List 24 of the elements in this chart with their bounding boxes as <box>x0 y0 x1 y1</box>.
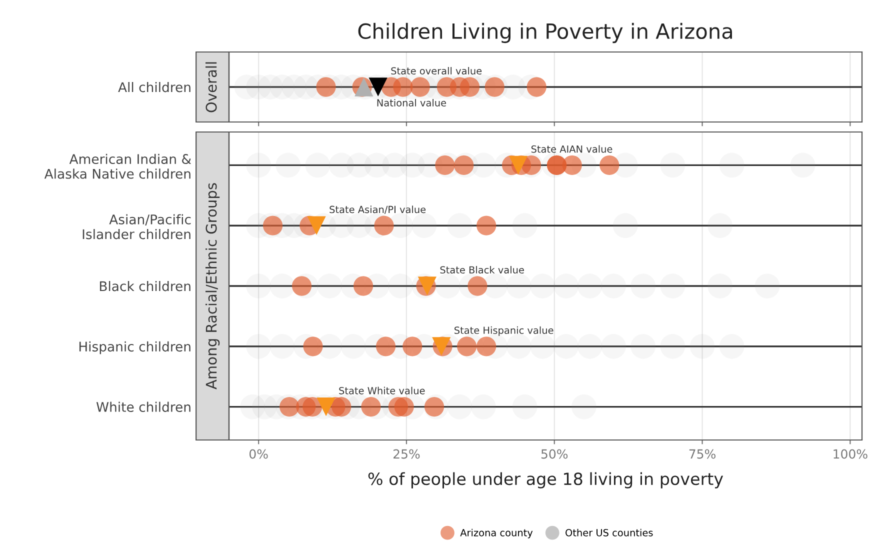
annotation: State Asian/PI value <box>330 206 426 214</box>
y-tick-label: Black children <box>100 280 190 292</box>
annotation: State Hispanic value <box>454 326 554 336</box>
annotation: State overall value <box>391 67 482 75</box>
y-axis-title: Overall <box>205 62 217 112</box>
x-tick-label: 100% <box>834 449 868 459</box>
legend-label: Other US counties <box>566 528 653 536</box>
annotation: State White value <box>339 386 425 394</box>
y-tick-label: Asian/Pacific Islander children <box>82 214 191 240</box>
chart-title: Children Living in Poverty in Arizona <box>358 22 732 44</box>
x-tick-label: 50% <box>541 449 568 459</box>
x-axis-title: % of people under age 18 living in poverty <box>368 472 724 488</box>
x-tick-label: 0% <box>249 449 268 459</box>
y-tick-label: White children <box>96 402 190 412</box>
annotation: State Black value <box>440 266 524 274</box>
y-tick-label: All children <box>118 82 190 92</box>
y-axis-title: Among Racial/Ethnic Groups <box>205 183 220 390</box>
legend-label: Arizona county <box>460 528 533 538</box>
y-tick-label: Hispanic children <box>79 341 190 354</box>
annotation: National value <box>377 98 446 106</box>
annotation: State AIAN value <box>531 145 612 153</box>
x-tick-label: 25% <box>394 449 420 459</box>
y-tick-label: American Indian & Alaska Native children <box>44 154 192 179</box>
x-tick-label: 75% <box>689 449 716 459</box>
